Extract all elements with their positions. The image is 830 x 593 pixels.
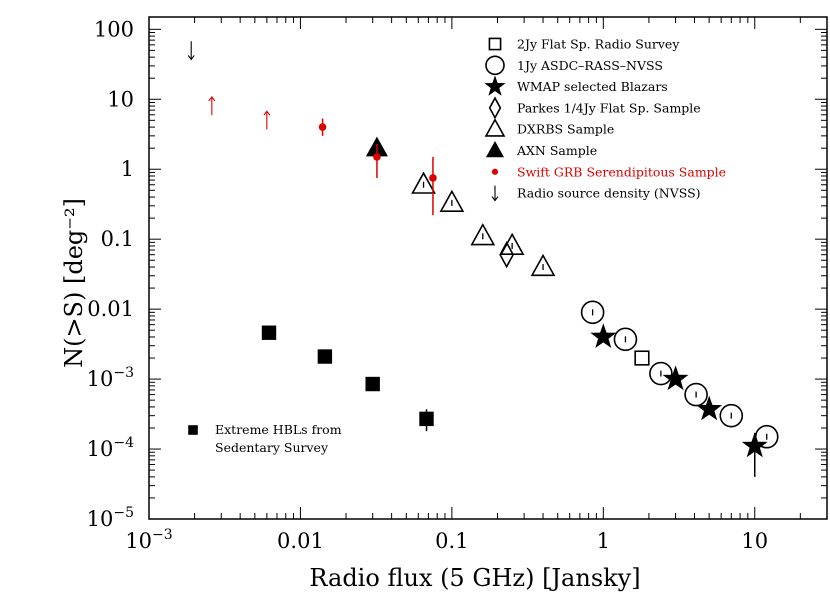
data-point [741, 432, 768, 458]
y-tick-label: 0.01 [87, 297, 134, 321]
legend-label: 2Jy Flat Sp. Radio Survey [517, 37, 680, 52]
legend-entry: 2Jy Flat Sp. Radio Survey [488, 37, 680, 52]
y-tick-label: 10−3 [87, 365, 134, 391]
legend-marker [485, 141, 505, 158]
legend-marker [484, 75, 506, 96]
tick-label-base: 10 [87, 367, 114, 391]
x-tick-label: 10−3 [125, 527, 172, 553]
x-tick-label: 0.1 [435, 529, 468, 553]
legend-label: AXN Sample [516, 143, 597, 158]
x-tick-label: 0.01 [277, 529, 324, 553]
legend-entry: WMAP selected Blazars [484, 75, 668, 96]
data-point [187, 41, 195, 61]
data-point [684, 382, 708, 407]
legend-label: Radio source density (NVSS) [517, 186, 701, 201]
hbl-legend-marker [188, 425, 198, 435]
data-point [317, 349, 333, 364]
legend-marker [484, 118, 506, 137]
y-tick-label: 10−4 [87, 435, 134, 461]
y-tick-label: 1 [121, 157, 134, 181]
y-tick-label: 10 [107, 87, 134, 111]
tick-label-exponent: −5 [113, 505, 134, 521]
data-point [499, 232, 525, 256]
data-point [439, 189, 465, 212]
data-point [318, 123, 327, 131]
hbl-legend-label: Sedentary Survey [215, 440, 329, 455]
data-point [696, 395, 723, 421]
data-point [429, 174, 437, 182]
legend-label: WMAP selected Blazars [517, 79, 668, 94]
hbl-legend: Extreme HBLs from Sedentary Survey [188, 422, 342, 455]
legend-entry: DXRBS Sample [484, 118, 614, 137]
legend-entry: Parkes 1/4Jy Flat Sp. Sample [488, 96, 701, 120]
tick-label-base: 10 [87, 507, 114, 531]
y-tick-label: 100 [94, 17, 134, 41]
data-point [649, 361, 673, 386]
x-tick-label: 1 [597, 529, 610, 553]
data-point [208, 96, 216, 116]
plot-frame [148, 16, 828, 520]
y-axis-title: N(>S) [deg⁻²] [60, 198, 88, 368]
data-marks [187, 41, 779, 477]
legend-entry: 1Jy ASDC–RASS–NVSS [485, 55, 663, 76]
data-point [419, 411, 434, 427]
y-tick-label: 0.1 [101, 227, 134, 251]
legend-label: 1Jy ASDC–RASS–NVSS [517, 58, 663, 73]
legend-marker [491, 185, 499, 202]
legend-label: Swift GRB Serendipitous Sample [517, 164, 726, 179]
axis-ticks [148, 17, 828, 520]
legend-marker [491, 168, 499, 175]
tick-label-exponent: −3 [152, 527, 173, 543]
legend-entry: Swift GRB Serendipitous Sample [491, 164, 726, 179]
data-point [263, 110, 271, 130]
tick-label-base: 10 [87, 437, 114, 461]
data-point [470, 223, 496, 246]
data-point [530, 253, 556, 277]
data-point [613, 327, 638, 352]
data-point [365, 376, 380, 392]
legend-label: DXRBS Sample [517, 122, 614, 137]
legend-entry: Radio source density (NVSS) [491, 185, 701, 202]
data-point [261, 325, 277, 340]
data-point [634, 350, 650, 366]
tick-label-exponent: −4 [113, 435, 134, 451]
tick-label-exponent: −3 [113, 365, 134, 381]
data-point [662, 365, 689, 391]
legend-marker [485, 55, 505, 76]
legend-marker [488, 96, 502, 120]
tick-label-base: 10 [125, 529, 152, 553]
legend-label: Parkes 1/4Jy Flat Sp. Sample [517, 100, 701, 115]
legend-marker [488, 37, 502, 51]
data-point [373, 153, 381, 161]
y-tick-label: 10−5 [87, 505, 134, 531]
legend: 2Jy Flat Sp. Radio Survey 1Jy ASDC–RASS–N… [484, 37, 726, 202]
x-tick-label: 10 [741, 529, 768, 553]
data-point [719, 403, 744, 428]
legend-entry: AXN Sample [485, 141, 597, 158]
data-point [590, 323, 617, 348]
x-axis-title: Radio flux (5 GHz) [Jansky] [309, 564, 640, 592]
data-point [411, 171, 436, 194]
hbl-legend-label: Extreme HBLs from [215, 422, 342, 437]
data-point [580, 300, 605, 325]
